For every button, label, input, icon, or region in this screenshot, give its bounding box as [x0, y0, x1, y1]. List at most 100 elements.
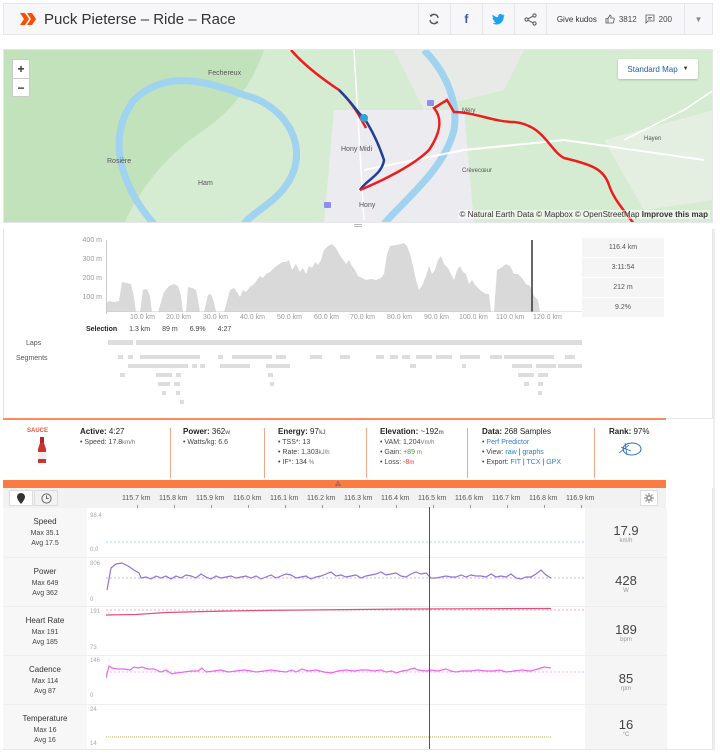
view-raw-link[interactable]: raw: [505, 449, 517, 456]
lap-bar[interactable]: [108, 340, 133, 345]
view-graphs-link[interactable]: graphs: [522, 449, 544, 456]
graph-avg: Avg 185: [32, 639, 58, 646]
energy-unit: kJ: [318, 430, 326, 436]
graph-avg: Avg 362: [32, 590, 58, 597]
drag-handle-icon[interactable]: ⁂: [335, 482, 341, 488]
graph-name: Cadence: [28, 665, 62, 674]
energy-stats: Energy: 97kJ • TSS*: 13 • Rate: 1,303kJ/…: [278, 427, 330, 466]
current-value: 17.9: [613, 523, 639, 538]
heart-rate-graph[interactable]: [106, 607, 585, 655]
power-graph[interactable]: [106, 558, 585, 606]
x-tick: 116.0 km: [233, 495, 262, 502]
x-tick: 50.0 km: [277, 314, 302, 321]
kudos-count[interactable]: 3812: [605, 14, 645, 24]
data-value: 268 Samples: [504, 427, 551, 436]
cursor-distance: 116.4 km: [582, 238, 664, 257]
x-tick: 30.0 km: [203, 314, 228, 321]
y-max: 98.4: [90, 513, 102, 519]
if-value: 134: [295, 459, 307, 466]
x-tick: 116.3 km: [344, 495, 373, 502]
zoom-out-button[interactable]: −: [13, 78, 29, 96]
y-min: 73: [90, 645, 97, 651]
power-value: 362: [211, 427, 226, 436]
export-gpx-link[interactable]: GPX: [546, 459, 562, 466]
loss-label: Loss:: [384, 459, 402, 466]
elevation-chart[interactable]: [106, 240, 586, 312]
map-resize-handle[interactable]: [354, 224, 362, 227]
active-stats: Active: 4:27 • Speed: 17.8km/h: [80, 427, 136, 446]
zoom-in-button[interactable]: +: [17, 62, 25, 76]
twitter-share-button[interactable]: [481, 4, 514, 34]
distance-mode-button[interactable]: [9, 490, 33, 506]
map-type-label: Standard Map: [627, 64, 678, 74]
time-mode-button[interactable]: [34, 490, 58, 506]
comment-count[interactable]: 200: [645, 14, 684, 24]
x-tick: 70.0 km: [350, 314, 375, 321]
more-options-button[interactable]: ▼: [684, 4, 712, 34]
y-max: 191: [90, 609, 101, 615]
temperature-graph[interactable]: [106, 705, 585, 749]
graph-settings-button[interactable]: [640, 490, 658, 506]
x-tick: 115.8 km: [159, 495, 188, 502]
wkg-label: Watts/kg:: [187, 439, 217, 446]
share-button[interactable]: [513, 4, 546, 34]
route-map[interactable]: Fechereux Rosière Ham Hony Midi Hony Mér…: [3, 49, 713, 223]
x-tick: 115.9 km: [196, 495, 225, 502]
tss-label: TSS*:: [282, 439, 301, 446]
heart-rate-current: 189 bpm: [585, 607, 667, 655]
x-tick: 120.0 km: [533, 314, 562, 321]
x-tick: 115.7 km: [122, 495, 151, 502]
current-value: 85: [618, 671, 634, 686]
x-tick: 90.0 km: [424, 314, 449, 321]
energy-value: 97: [310, 427, 319, 436]
speed-graph[interactable]: [106, 508, 585, 556]
map-type-dropdown[interactable]: Standard Map ▼: [618, 59, 698, 79]
current-unit: km/h: [619, 538, 633, 544]
sauce-logo: SAUCE: [27, 428, 49, 434]
lap-bar[interactable]: [136, 340, 582, 345]
power-stats: Power: 362w • Watts/kg: 6.6: [183, 427, 230, 446]
rank-label: Rank:: [609, 427, 632, 436]
facebook-share-button[interactable]: f: [449, 4, 482, 34]
power-label: Power:: [183, 427, 210, 436]
export-label: Export:: [486, 459, 509, 466]
x-tick: 116.2 km: [307, 495, 336, 502]
refresh-icon: [429, 13, 440, 25]
map-zoom-control: + −: [12, 59, 30, 97]
cadence-graph[interactable]: [106, 656, 585, 704]
graph-avg: Avg 17.5: [31, 540, 59, 547]
activity-title: Puck Pieterse – Ride – Race: [44, 10, 236, 28]
elevation-y-axis: [106, 240, 107, 314]
elevation-label: Elevation:: [380, 427, 419, 436]
tss-value: 13: [302, 439, 311, 446]
map-place-label: Ham: [198, 180, 213, 187]
cadence-current: 85 rpm: [585, 656, 667, 704]
active-label: Active:: [80, 427, 107, 436]
give-kudos-button[interactable]: Give kudos: [545, 4, 605, 34]
strava-logo-icon: [19, 11, 37, 27]
x-tick: 116.5 km: [418, 495, 447, 502]
sauce-resize-bar[interactable]: ⁂: [3, 480, 666, 488]
kudos-count-value: 3812: [618, 14, 637, 24]
share-icon: [524, 12, 537, 26]
export-fit-link[interactable]: FIT: [510, 459, 521, 466]
map-attribution: © Natural Earth Data © Mapbox © OpenStre…: [457, 210, 710, 219]
refresh-button[interactable]: [417, 4, 450, 34]
thumbs-up-icon: [605, 14, 615, 24]
export-tcx-link[interactable]: TCX: [526, 459, 541, 466]
perf-predictor-link[interactable]: Perf Predictor: [486, 439, 530, 446]
improve-map-link[interactable]: Improve this map: [641, 210, 708, 219]
if-label: IF*:: [282, 459, 294, 466]
graph-name: Heart Rate: [25, 616, 65, 625]
scrollbar-track[interactable]: [713, 229, 715, 750]
comment-count-value: 200: [658, 14, 672, 24]
x-tick: 20.0 km: [166, 314, 191, 321]
gain-value: +89: [403, 449, 415, 456]
graph-cursor-line[interactable]: [429, 507, 430, 749]
caret-down-icon: ▼: [682, 66, 689, 72]
speed-row-label: Speed Max 35.1 Avg 17.5: [3, 508, 87, 557]
facebook-icon: f: [464, 12, 469, 26]
map-place-label: Fechereux: [208, 70, 242, 77]
x-tick: 40.0 km: [240, 314, 265, 321]
y-min: 0.0: [90, 547, 99, 553]
